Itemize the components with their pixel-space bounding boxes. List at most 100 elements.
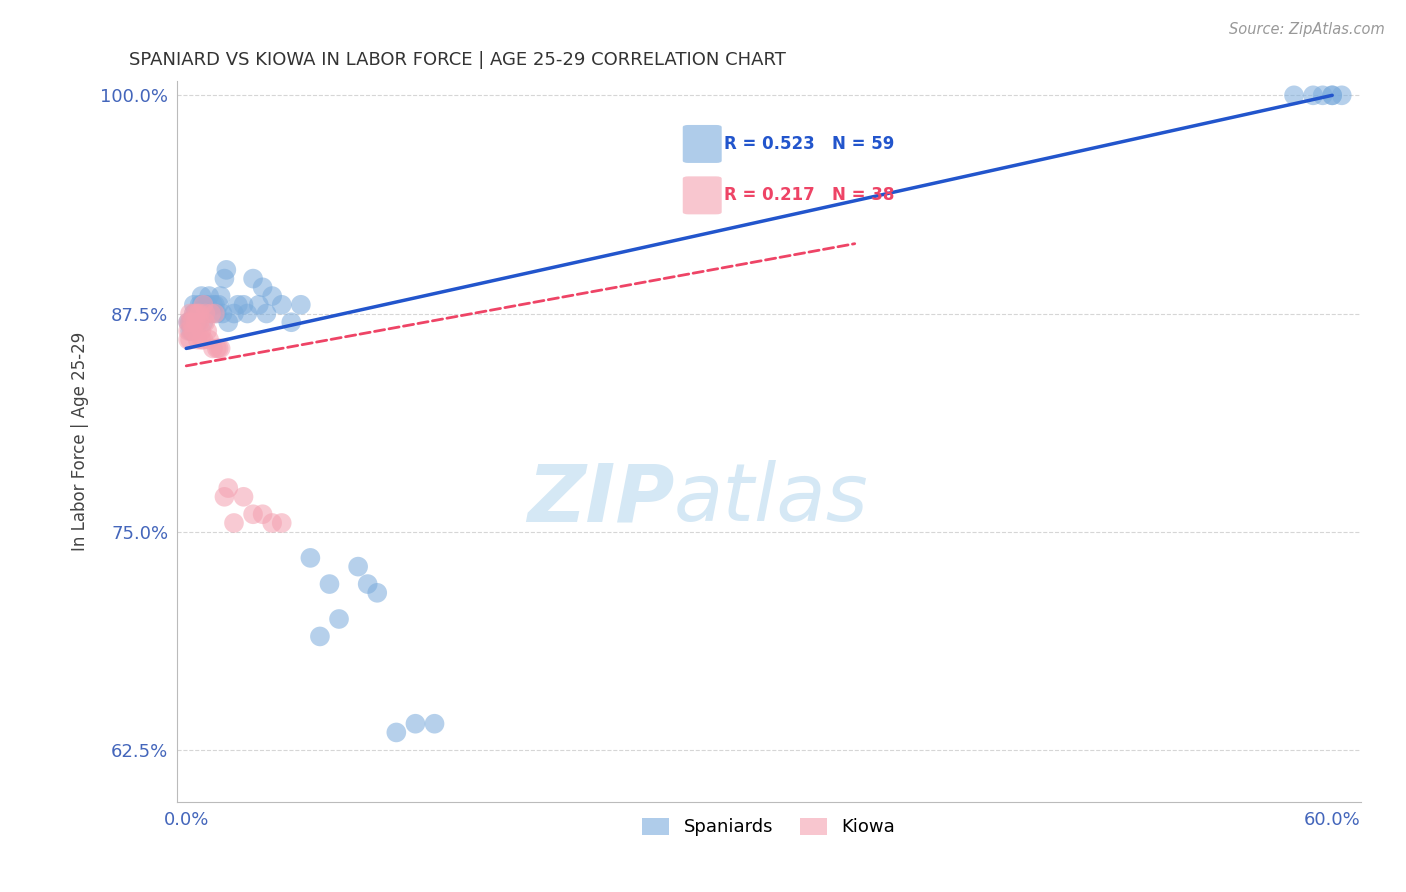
- Point: [187, 306, 209, 320]
- Point: [200, 306, 222, 320]
- Point: [209, 342, 232, 356]
- Point: [198, 289, 221, 303]
- Point: [183, 324, 205, 338]
- Point: [222, 306, 245, 320]
- Point: [232, 298, 254, 312]
- Point: [187, 315, 209, 329]
- Point: [318, 577, 340, 591]
- Point: [184, 306, 207, 320]
- Point: [1322, 88, 1344, 103]
- Point: [270, 298, 292, 312]
- Point: [183, 306, 205, 320]
- Point: [357, 577, 380, 591]
- Point: [177, 315, 200, 329]
- Point: [252, 280, 274, 294]
- Point: [247, 298, 270, 312]
- Point: [1330, 88, 1353, 103]
- Point: [423, 716, 446, 731]
- Point: [184, 306, 207, 320]
- Point: [1322, 88, 1344, 103]
- Point: [190, 298, 212, 312]
- Point: [183, 298, 205, 312]
- Point: [201, 342, 224, 356]
- Point: [242, 271, 264, 285]
- Text: ZIP: ZIP: [527, 460, 673, 539]
- Point: [347, 559, 370, 574]
- Point: [236, 306, 259, 320]
- Point: [190, 324, 212, 338]
- Point: [214, 271, 236, 285]
- Point: [194, 306, 217, 320]
- Point: [208, 298, 231, 312]
- Point: [208, 342, 231, 356]
- Point: [188, 315, 211, 329]
- Point: [181, 315, 204, 329]
- Point: [309, 629, 332, 643]
- Point: [215, 263, 238, 277]
- Point: [262, 289, 284, 303]
- Point: [214, 490, 236, 504]
- Point: [1312, 88, 1334, 103]
- Point: [188, 306, 211, 320]
- Point: [194, 315, 217, 329]
- Point: [184, 315, 207, 329]
- Y-axis label: In Labor Force | Age 25-29: In Labor Force | Age 25-29: [72, 332, 89, 551]
- Point: [194, 306, 217, 320]
- Point: [280, 315, 302, 329]
- Point: [179, 315, 201, 329]
- Point: [179, 333, 201, 347]
- Point: [181, 324, 204, 338]
- Point: [232, 490, 254, 504]
- Legend: Spaniards, Kiowa: Spaniards, Kiowa: [636, 811, 903, 844]
- Point: [177, 324, 200, 338]
- Point: [193, 333, 215, 347]
- Point: [188, 298, 211, 312]
- Point: [204, 298, 226, 312]
- Point: [385, 725, 408, 739]
- Point: [404, 716, 426, 731]
- Text: Source: ZipAtlas.com: Source: ZipAtlas.com: [1229, 22, 1385, 37]
- Point: [256, 306, 278, 320]
- Point: [290, 298, 312, 312]
- Point: [193, 315, 215, 329]
- Point: [217, 481, 239, 495]
- Point: [222, 516, 245, 530]
- Point: [209, 289, 232, 303]
- Point: [190, 289, 212, 303]
- Point: [226, 298, 249, 312]
- Point: [181, 324, 204, 338]
- Point: [366, 586, 388, 600]
- Point: [184, 315, 207, 329]
- Point: [1302, 88, 1324, 103]
- Point: [252, 508, 274, 522]
- Point: [177, 333, 200, 347]
- Point: [187, 306, 209, 320]
- Point: [1282, 88, 1305, 103]
- Point: [200, 306, 222, 320]
- Point: [242, 508, 264, 522]
- Point: [262, 516, 284, 530]
- Point: [179, 306, 201, 320]
- Point: [177, 315, 200, 329]
- Point: [211, 306, 233, 320]
- Point: [195, 298, 218, 312]
- Point: [187, 333, 209, 347]
- Point: [205, 306, 228, 320]
- Point: [270, 516, 292, 530]
- Point: [190, 333, 212, 347]
- Point: [188, 306, 211, 320]
- Point: [299, 550, 322, 565]
- Point: [179, 315, 201, 329]
- Point: [194, 298, 217, 312]
- Point: [204, 306, 226, 320]
- Point: [201, 298, 224, 312]
- Text: SPANIARD VS KIOWA IN LABOR FORCE | AGE 25-29 CORRELATION CHART: SPANIARD VS KIOWA IN LABOR FORCE | AGE 2…: [129, 51, 786, 69]
- Point: [179, 324, 201, 338]
- Point: [205, 342, 228, 356]
- Point: [195, 324, 218, 338]
- Point: [193, 306, 215, 320]
- Text: atlas: atlas: [673, 460, 869, 539]
- Point: [193, 298, 215, 312]
- Point: [328, 612, 350, 626]
- Point: [217, 315, 239, 329]
